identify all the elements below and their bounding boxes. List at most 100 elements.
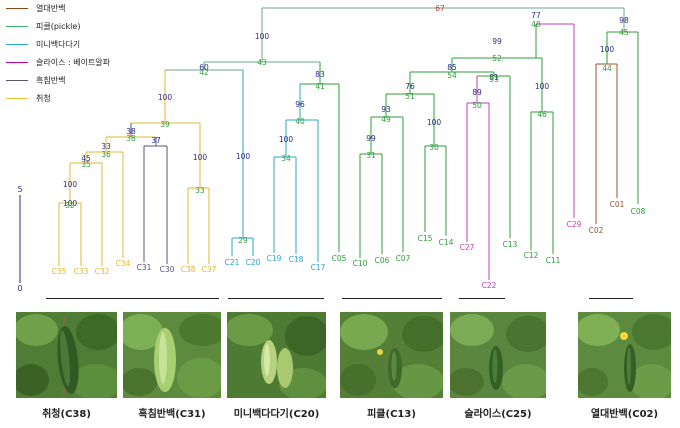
- support-value: 67: [435, 4, 445, 13]
- support-value: 83: [315, 70, 325, 79]
- leaf-label: C33: [74, 267, 89, 276]
- legend-item: 흑침반백: [2, 75, 172, 87]
- legend-item: 피클(pickle): [2, 21, 172, 33]
- support-value: 100: [63, 199, 78, 208]
- cucumber-photo: [16, 312, 117, 398]
- leaf-label: C13: [503, 240, 518, 249]
- cucumber-photo-icon: [123, 312, 221, 398]
- support-value: 89: [472, 88, 482, 97]
- photo-caption: 슬라이스(C25): [464, 409, 532, 420]
- legend-item: 취청: [2, 93, 172, 105]
- support-value: 41: [315, 82, 325, 91]
- support-value: 100: [279, 135, 294, 144]
- support-value: 100: [193, 153, 208, 162]
- group-bar: [46, 298, 219, 299]
- support-value: 38: [126, 127, 136, 136]
- support-value: 34: [281, 154, 291, 163]
- support-value: 100: [600, 45, 615, 54]
- cucumber-photo-icon: [450, 312, 546, 398]
- leaf-label: C11: [546, 256, 561, 265]
- legend-swatch: [6, 8, 28, 9]
- leaf-label: C30: [160, 265, 175, 274]
- leaf-label: C31: [137, 263, 152, 272]
- support-value: 32: [65, 201, 75, 210]
- support-value: 100: [63, 180, 78, 189]
- support-value: 77: [531, 11, 541, 20]
- support-value: 93: [381, 105, 391, 114]
- leaf-label: C18: [289, 255, 304, 264]
- tree-branches: [58, 7, 639, 280]
- leaf-label: C07: [396, 254, 411, 263]
- leaf-label: C38: [181, 265, 196, 274]
- legend-swatch: [6, 44, 28, 45]
- leaf-label: C20: [246, 258, 261, 267]
- cucumber-photo-icon: [227, 312, 326, 398]
- support-value: 44: [602, 64, 612, 73]
- leaf-label: C08: [631, 207, 646, 216]
- leaf-label: C15: [418, 234, 433, 243]
- legend-swatch: [6, 98, 28, 99]
- legend-item: 미니백다다기: [2, 39, 172, 51]
- support-value: 100: [236, 152, 251, 161]
- cucumber-photo: [123, 312, 221, 398]
- cucumber-photo: [340, 312, 443, 398]
- leaf-labels: C35 C33 C32 C34 C31 C30 C38 C37 C21 C20 …: [52, 200, 646, 290]
- legend-item: 슬라이스 : 베이트알파: [2, 57, 172, 69]
- support-value: 99: [366, 134, 376, 143]
- group-bar: [459, 298, 505, 299]
- support-value: 33: [195, 186, 205, 195]
- legend-label: 흑침반백: [36, 76, 66, 85]
- support-value: 98: [619, 16, 629, 25]
- support-value: 42: [199, 68, 209, 77]
- leaf-label: C10: [353, 259, 368, 268]
- legend: 열대반백 피클(pickle) 미니백다다기 슬라이스 : 베이트알파 흑침반백…: [2, 0, 172, 110]
- support-value: 100: [255, 32, 270, 41]
- support-value: 99: [492, 37, 502, 46]
- cucumber-photo: [450, 312, 546, 398]
- cucumber-photo-icon: [578, 312, 671, 398]
- leaf-label: C02: [589, 226, 604, 235]
- leaf-label: C14: [439, 238, 454, 247]
- support-value: 76: [405, 82, 415, 91]
- leaf-label: C17: [311, 263, 326, 272]
- support-value: 37: [151, 136, 161, 145]
- cucumber-photo-icon: [340, 312, 443, 398]
- support-value: 85: [447, 63, 457, 72]
- leaf-label: C35: [52, 267, 67, 276]
- photo-caption: 열대반백(C02): [590, 409, 659, 420]
- dendrogram: 5 0 67 77 98 48 45 100 99 100 43 52 44 6…: [17, 4, 646, 293]
- support-values: 67 77 98 48 45 100 99 100 43 52 44 60 42…: [63, 4, 629, 245]
- support-value: 36: [101, 150, 111, 159]
- scale-top-label: 5: [17, 185, 22, 194]
- leaf-label: C27: [460, 243, 475, 252]
- support-value: 60: [199, 63, 209, 72]
- photo-caption: 미니백다다기(C20): [233, 409, 320, 420]
- leaf-label: C32: [95, 267, 110, 276]
- legend-swatch: [6, 26, 28, 27]
- support-value: 81: [489, 73, 499, 82]
- support-value: 53: [489, 75, 499, 84]
- support-value: 48: [531, 20, 541, 29]
- support-value: 45: [619, 28, 629, 37]
- photo-caption: 흑침반백(C31): [138, 409, 206, 420]
- leaf-label: C37: [202, 265, 217, 274]
- legend-swatch: [6, 80, 28, 81]
- group-bar: [342, 298, 442, 299]
- scale-bottom-label: 0: [17, 284, 22, 293]
- cucumber-photo-icon: [16, 312, 117, 398]
- cucumber-photo: [227, 312, 326, 398]
- group-bar: [589, 298, 633, 299]
- legend-item: 열대반백: [2, 3, 172, 15]
- support-value: 52: [492, 54, 502, 63]
- leaf-label: C06: [375, 256, 390, 265]
- photo-caption: 취청(C38): [42, 409, 91, 420]
- support-value: 29: [238, 236, 248, 245]
- leaf-label: C05: [332, 254, 347, 263]
- legend-label: 취청: [36, 94, 51, 103]
- group-bar: [228, 298, 324, 299]
- leaf-label: C12: [524, 251, 539, 260]
- support-value: 43: [257, 58, 267, 67]
- legend-swatch: [6, 62, 28, 63]
- support-value: 35: [81, 160, 91, 169]
- support-value: 51: [405, 92, 415, 101]
